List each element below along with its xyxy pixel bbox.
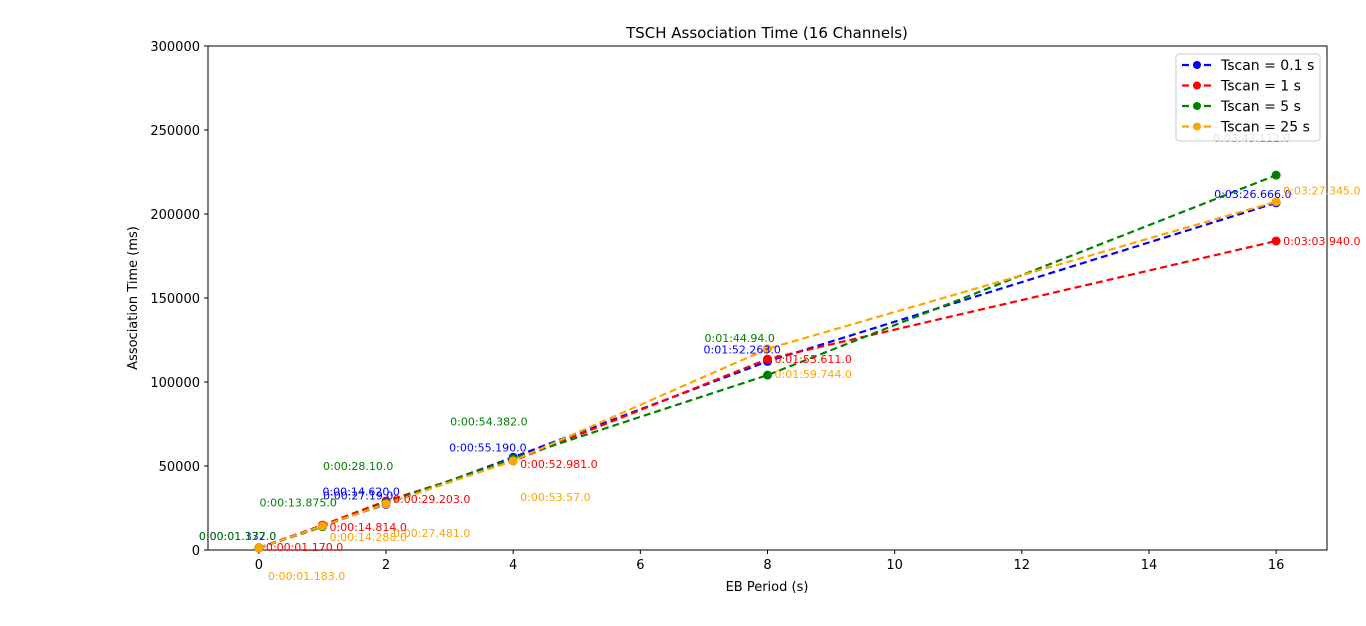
legend-box	[1175, 53, 1321, 142]
data-label: 0:00:14.620.0	[322, 485, 399, 498]
y-tick-label: 300000	[150, 40, 200, 55]
x-tick-label: 16	[1268, 558, 1285, 573]
data-label: 0:00:53.57.0	[520, 491, 590, 504]
data-label: 0:00:01.332.0	[199, 530, 276, 543]
data-point	[508, 456, 518, 466]
data-point	[763, 354, 772, 364]
data-label: 0:01:52.263.0	[704, 343, 781, 356]
data-label: 0:00:27.19.0	[323, 489, 393, 502]
y-tick-label: 0	[192, 544, 200, 559]
data-point	[1271, 197, 1281, 207]
data-point	[763, 370, 772, 380]
x-tick-label: 14	[1141, 558, 1158, 573]
data-label: 0:03:26.666.0	[1214, 188, 1291, 201]
data-label: 0:00:01.183.0	[268, 570, 345, 583]
y-tick-label: 200000	[150, 208, 200, 223]
data-point	[381, 499, 391, 509]
legend-marker	[1193, 81, 1201, 90]
data-point	[254, 543, 264, 553]
legend-marker	[1193, 61, 1201, 69]
data-label: 0:00:28.10.0	[323, 460, 393, 473]
data-label: 0:03:27.345.0	[1283, 185, 1360, 198]
data-label: 0:01:59.744.0	[775, 368, 852, 381]
x-tick-label: 2	[382, 558, 390, 573]
data-label: 0:00:27.481.0	[393, 527, 470, 540]
legend-entry: Tscan = 5 s	[1220, 99, 1301, 115]
legend-marker	[1193, 122, 1201, 131]
data-point	[1271, 236, 1281, 246]
data-label: 0:00:52.981.0	[520, 458, 597, 471]
data-point	[763, 344, 772, 354]
legend-entry: Tscan = 25 s	[1220, 120, 1310, 136]
data-point	[1271, 170, 1281, 180]
legend: Tscan = 0.1 s Tscan = 1 s Tscan = 5 s Tscan…	[1175, 53, 1321, 142]
x-axis-label: EB Period (s)	[726, 580, 809, 595]
y-tick-label: 50000	[159, 460, 200, 475]
data-label: 0:00:29.203.0	[393, 493, 470, 506]
legend-entry: Tscan = 0.1 s	[1220, 58, 1314, 74]
y-axis-label: Association Time (ms)	[126, 226, 141, 370]
x-tick-label: 6	[636, 558, 644, 573]
legend-entry: Tscan = 1 s	[1220, 79, 1301, 95]
data-label: 0:00:14.288.0	[329, 531, 406, 544]
data-label: 0:03:03.940.0	[1283, 235, 1360, 248]
data-point	[317, 521, 327, 531]
data-label: 0:00:14.814.0	[329, 521, 406, 534]
data-label: 0:00:01.170.0	[266, 541, 343, 554]
legend-marker	[1193, 102, 1201, 110]
data-label: 0:01:44.94.0	[705, 332, 775, 345]
x-tick-label: 8	[763, 558, 771, 573]
x-tick-label: 10	[886, 558, 903, 573]
plot-frame	[207, 45, 1328, 551]
x-tick-label: 0	[255, 558, 263, 573]
series-line	[258, 200, 1277, 550]
y-tick-label: 100000	[150, 376, 200, 391]
data-label: 0:00:55.190.0	[449, 441, 526, 454]
data-label: 0:00:54.382.0	[450, 416, 527, 429]
data-label: 0:00:13.875.0	[259, 497, 336, 510]
data-label: 0:00:01.177.0	[199, 530, 276, 543]
chart-title: TSCH Association Time (16 Channels)	[625, 24, 908, 42]
y-tick-label: 250000	[150, 124, 200, 139]
x-tick-label: 4	[509, 558, 517, 573]
x-tick-label: 12	[1014, 558, 1031, 573]
data-label: 0:01:53.611.0	[775, 353, 852, 366]
y-tick-label: 150000	[150, 292, 200, 307]
